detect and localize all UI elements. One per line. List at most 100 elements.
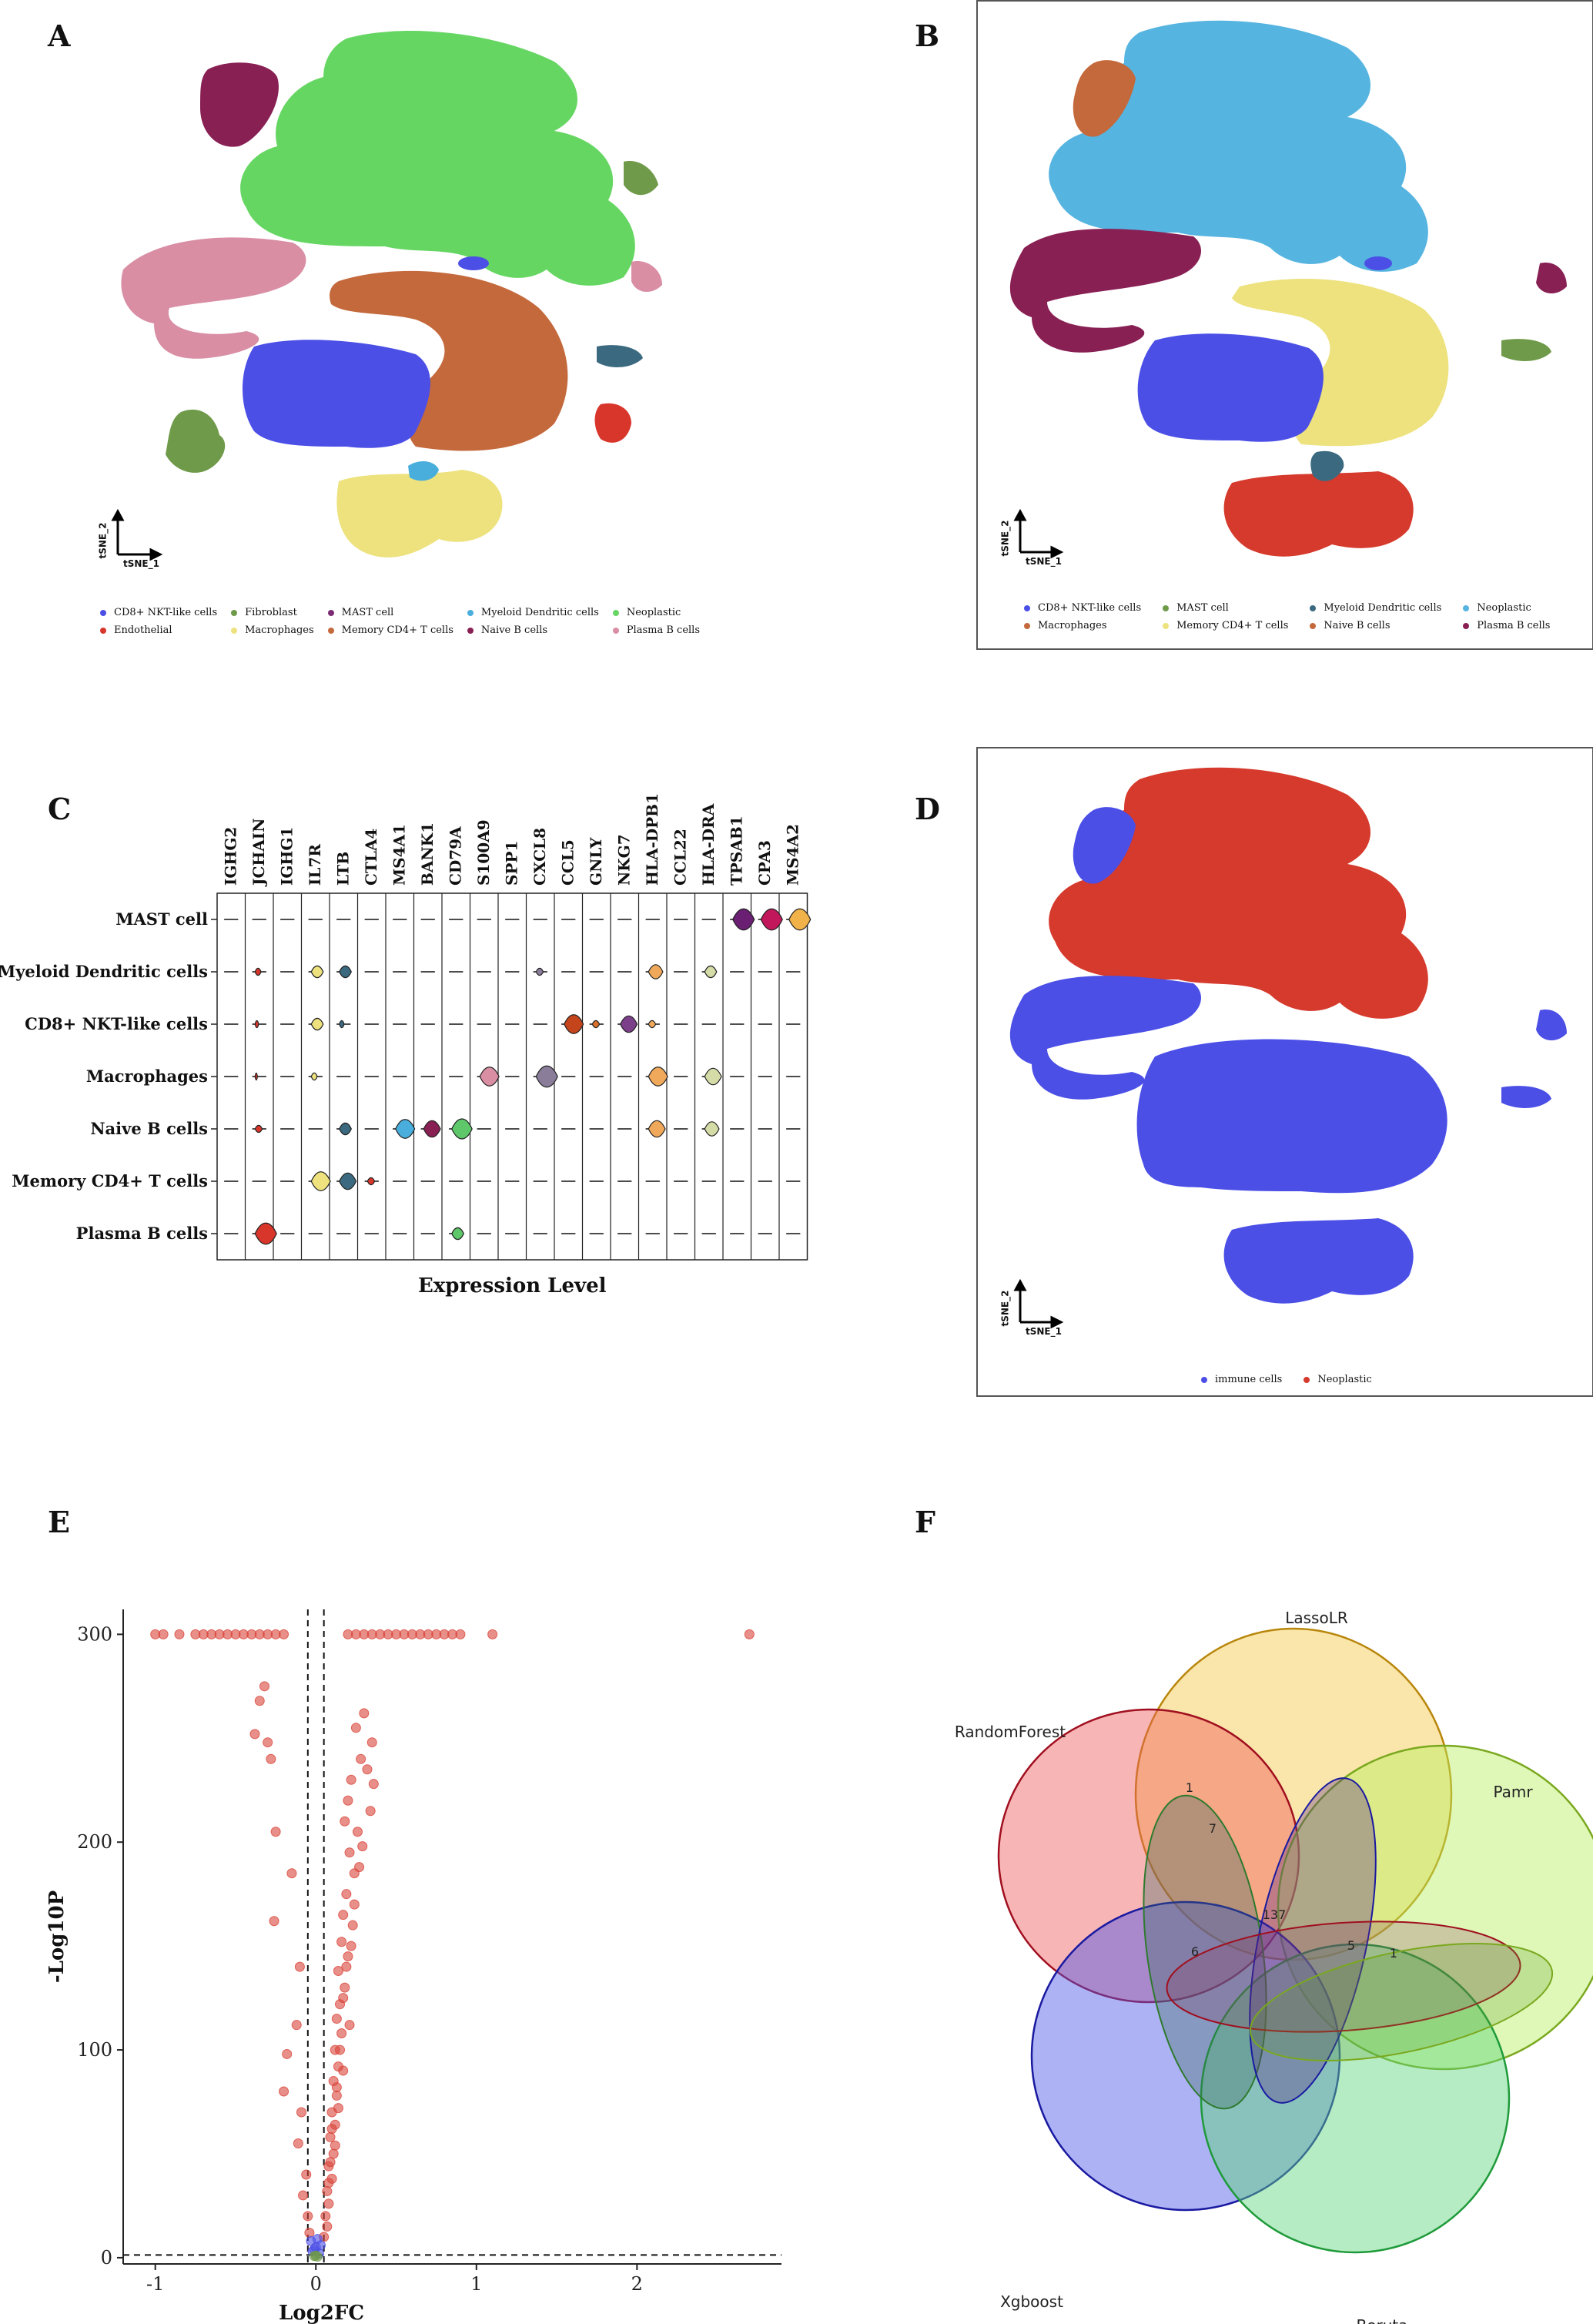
legend-item: Neoplastic (612, 607, 700, 618)
y-tick-label: 300 (77, 1623, 112, 1645)
gene-label: IL7R (306, 844, 324, 886)
legend-label: Myeloid Dendritic cells (480, 607, 599, 618)
legend-label: Neoplastic (626, 607, 681, 618)
violin-macrophages-cxcl8 (535, 1065, 558, 1088)
violin-plot-c: IGHG2 JCHAIN IGHG1 IL7R LTB CTLA4 MS4A1 BANK1 CD… (0, 793, 812, 1298)
gene-label: HLA-DRA (699, 803, 718, 886)
volcano-point (343, 1951, 353, 1962)
gene-label: GNLY (587, 837, 605, 886)
violin-memory-cd4-t-cells-ltb (339, 1172, 357, 1190)
volcano-point (341, 1889, 352, 1900)
cluster-memory-cd4 (330, 270, 568, 451)
tsne-y-label-d: tSNE_2 (999, 1290, 1011, 1327)
violin-myeloid-dendritic-cells-il7r (310, 965, 324, 979)
gene-label: CXCL8 (530, 828, 549, 886)
legend-label: Naive B cells (480, 625, 548, 636)
volcano-point (744, 1629, 755, 1639)
volcano-point (359, 1708, 370, 1719)
volcano-point (158, 1629, 169, 1639)
cluster-immune-5-d (1501, 1086, 1551, 1108)
legend-dot (1024, 622, 1030, 629)
volcano-point (291, 2020, 302, 2031)
legend-dot (231, 627, 238, 634)
cluster-plasma-b-b (1009, 229, 1201, 353)
cluster-neoplastic-d (1049, 767, 1428, 1019)
gene-label: JCHAIN (249, 819, 268, 887)
violin-naive-b-cells-hla-dpb1 (648, 1120, 666, 1138)
legend-dot (612, 609, 619, 616)
cluster-fibroblast (166, 409, 226, 473)
violin-naive-b-cells-jchain (254, 1124, 263, 1134)
volcano-point (343, 1795, 353, 1806)
violin-naive-b-cells-bank1 (423, 1120, 441, 1138)
volcano-point (487, 1629, 498, 1639)
legend-item: Plasma B cells (612, 625, 700, 636)
venn-region-count: 7 (1209, 1821, 1217, 1836)
volcano-point (279, 2086, 289, 2097)
volcano-point (294, 1961, 305, 1972)
venn-inner-petal-4 (1249, 1943, 1554, 2061)
volcano-point (365, 1806, 376, 1817)
legend-label: Endothelial (114, 625, 172, 636)
legend-item: Fibroblast (231, 607, 314, 618)
tsne-plot-d (1009, 767, 1567, 1329)
cluster-immune-4-d (1223, 1218, 1414, 1304)
panel-label-b: B (915, 18, 940, 53)
violin-macrophages-il7r (310, 1072, 318, 1081)
tsne-x-label-d: tSNE_1 (1026, 1326, 1062, 1337)
legend-item: Neoplastic (1304, 1374, 1372, 1385)
legend-label: Plasma B cells (1477, 620, 1551, 631)
panel-label-e: E (48, 1505, 70, 1539)
volcano-point (254, 1696, 265, 1706)
legend-item: Neoplastic (1463, 602, 1550, 614)
volcano-point (333, 2103, 343, 2114)
legend-label: MAST cell (1176, 602, 1229, 614)
gene-label: CTLA4 (362, 829, 380, 886)
volcano-point (326, 2124, 337, 2135)
cell-type-label: CD8+ NKT-like cells (25, 1014, 208, 1033)
venn-region-count: 5 (1347, 1938, 1355, 1953)
violin-mast-cell-cpa3 (760, 908, 783, 931)
volcano-point (346, 1941, 356, 1951)
legend-label: Plasma B cells (626, 625, 700, 636)
volcano-x-title: Log2FC (279, 2302, 364, 2324)
violin-cd8-nkt-like-cells-ltb (339, 1020, 345, 1029)
legend-dot (327, 609, 334, 616)
cluster-dc (597, 345, 643, 367)
legend-dot (1310, 604, 1317, 611)
violin-macrophages-jchain (254, 1072, 258, 1081)
violin-naive-b-cells-ltb (339, 1122, 352, 1136)
panel-label-d: D (915, 792, 940, 826)
cluster-naive-b (200, 62, 279, 147)
cell-type-label: Macrophages (86, 1067, 208, 1086)
tsne-y-label-a: tSNE_2 (97, 522, 109, 559)
volcano-point (344, 1847, 355, 1858)
volcano-point (336, 2028, 347, 2038)
legend-item: Endothelial (100, 625, 217, 636)
cluster-neoplastic-b (1049, 20, 1428, 272)
violin-cd8-nkt-like-cells-jchain (254, 1020, 259, 1029)
violin-myeloid-dendritic-cells-hla-dra (704, 965, 718, 979)
violin-myeloid-dendritic-cells-jchain (254, 967, 262, 976)
legend-item: Naive B cells (467, 625, 599, 636)
cluster-cd8-small (458, 256, 489, 270)
cell-type-label: MAST cell (115, 909, 208, 929)
legend-item: immune cells (1201, 1374, 1282, 1385)
volcano-point (368, 1779, 379, 1790)
volcano-point (455, 1629, 466, 1639)
cluster-endothelial (594, 403, 631, 443)
violin-naive-b-cells-hla-dra (704, 1121, 720, 1137)
gene-label: LTB (333, 852, 352, 886)
legend-dot (1304, 1376, 1310, 1383)
volcano-point (344, 2020, 355, 2031)
tsne-panel-b: tSNE_1 tSNE_2 CD8+ NKT-like cells MAST ce… (976, 0, 1593, 650)
volcano-point (349, 1899, 360, 1910)
volcano-point (323, 2198, 334, 2209)
venn-label-boruta: Boruta (1357, 2316, 1408, 2324)
volcano-point (325, 2157, 336, 2168)
tsne-axis-arrows-d (1013, 1278, 1064, 1329)
gene-label: CD79A (446, 826, 464, 886)
cell-type-label: Naive B cells (90, 1119, 208, 1138)
cluster-immune-2-d (1009, 976, 1201, 1100)
cluster-plasma-b (121, 237, 306, 359)
